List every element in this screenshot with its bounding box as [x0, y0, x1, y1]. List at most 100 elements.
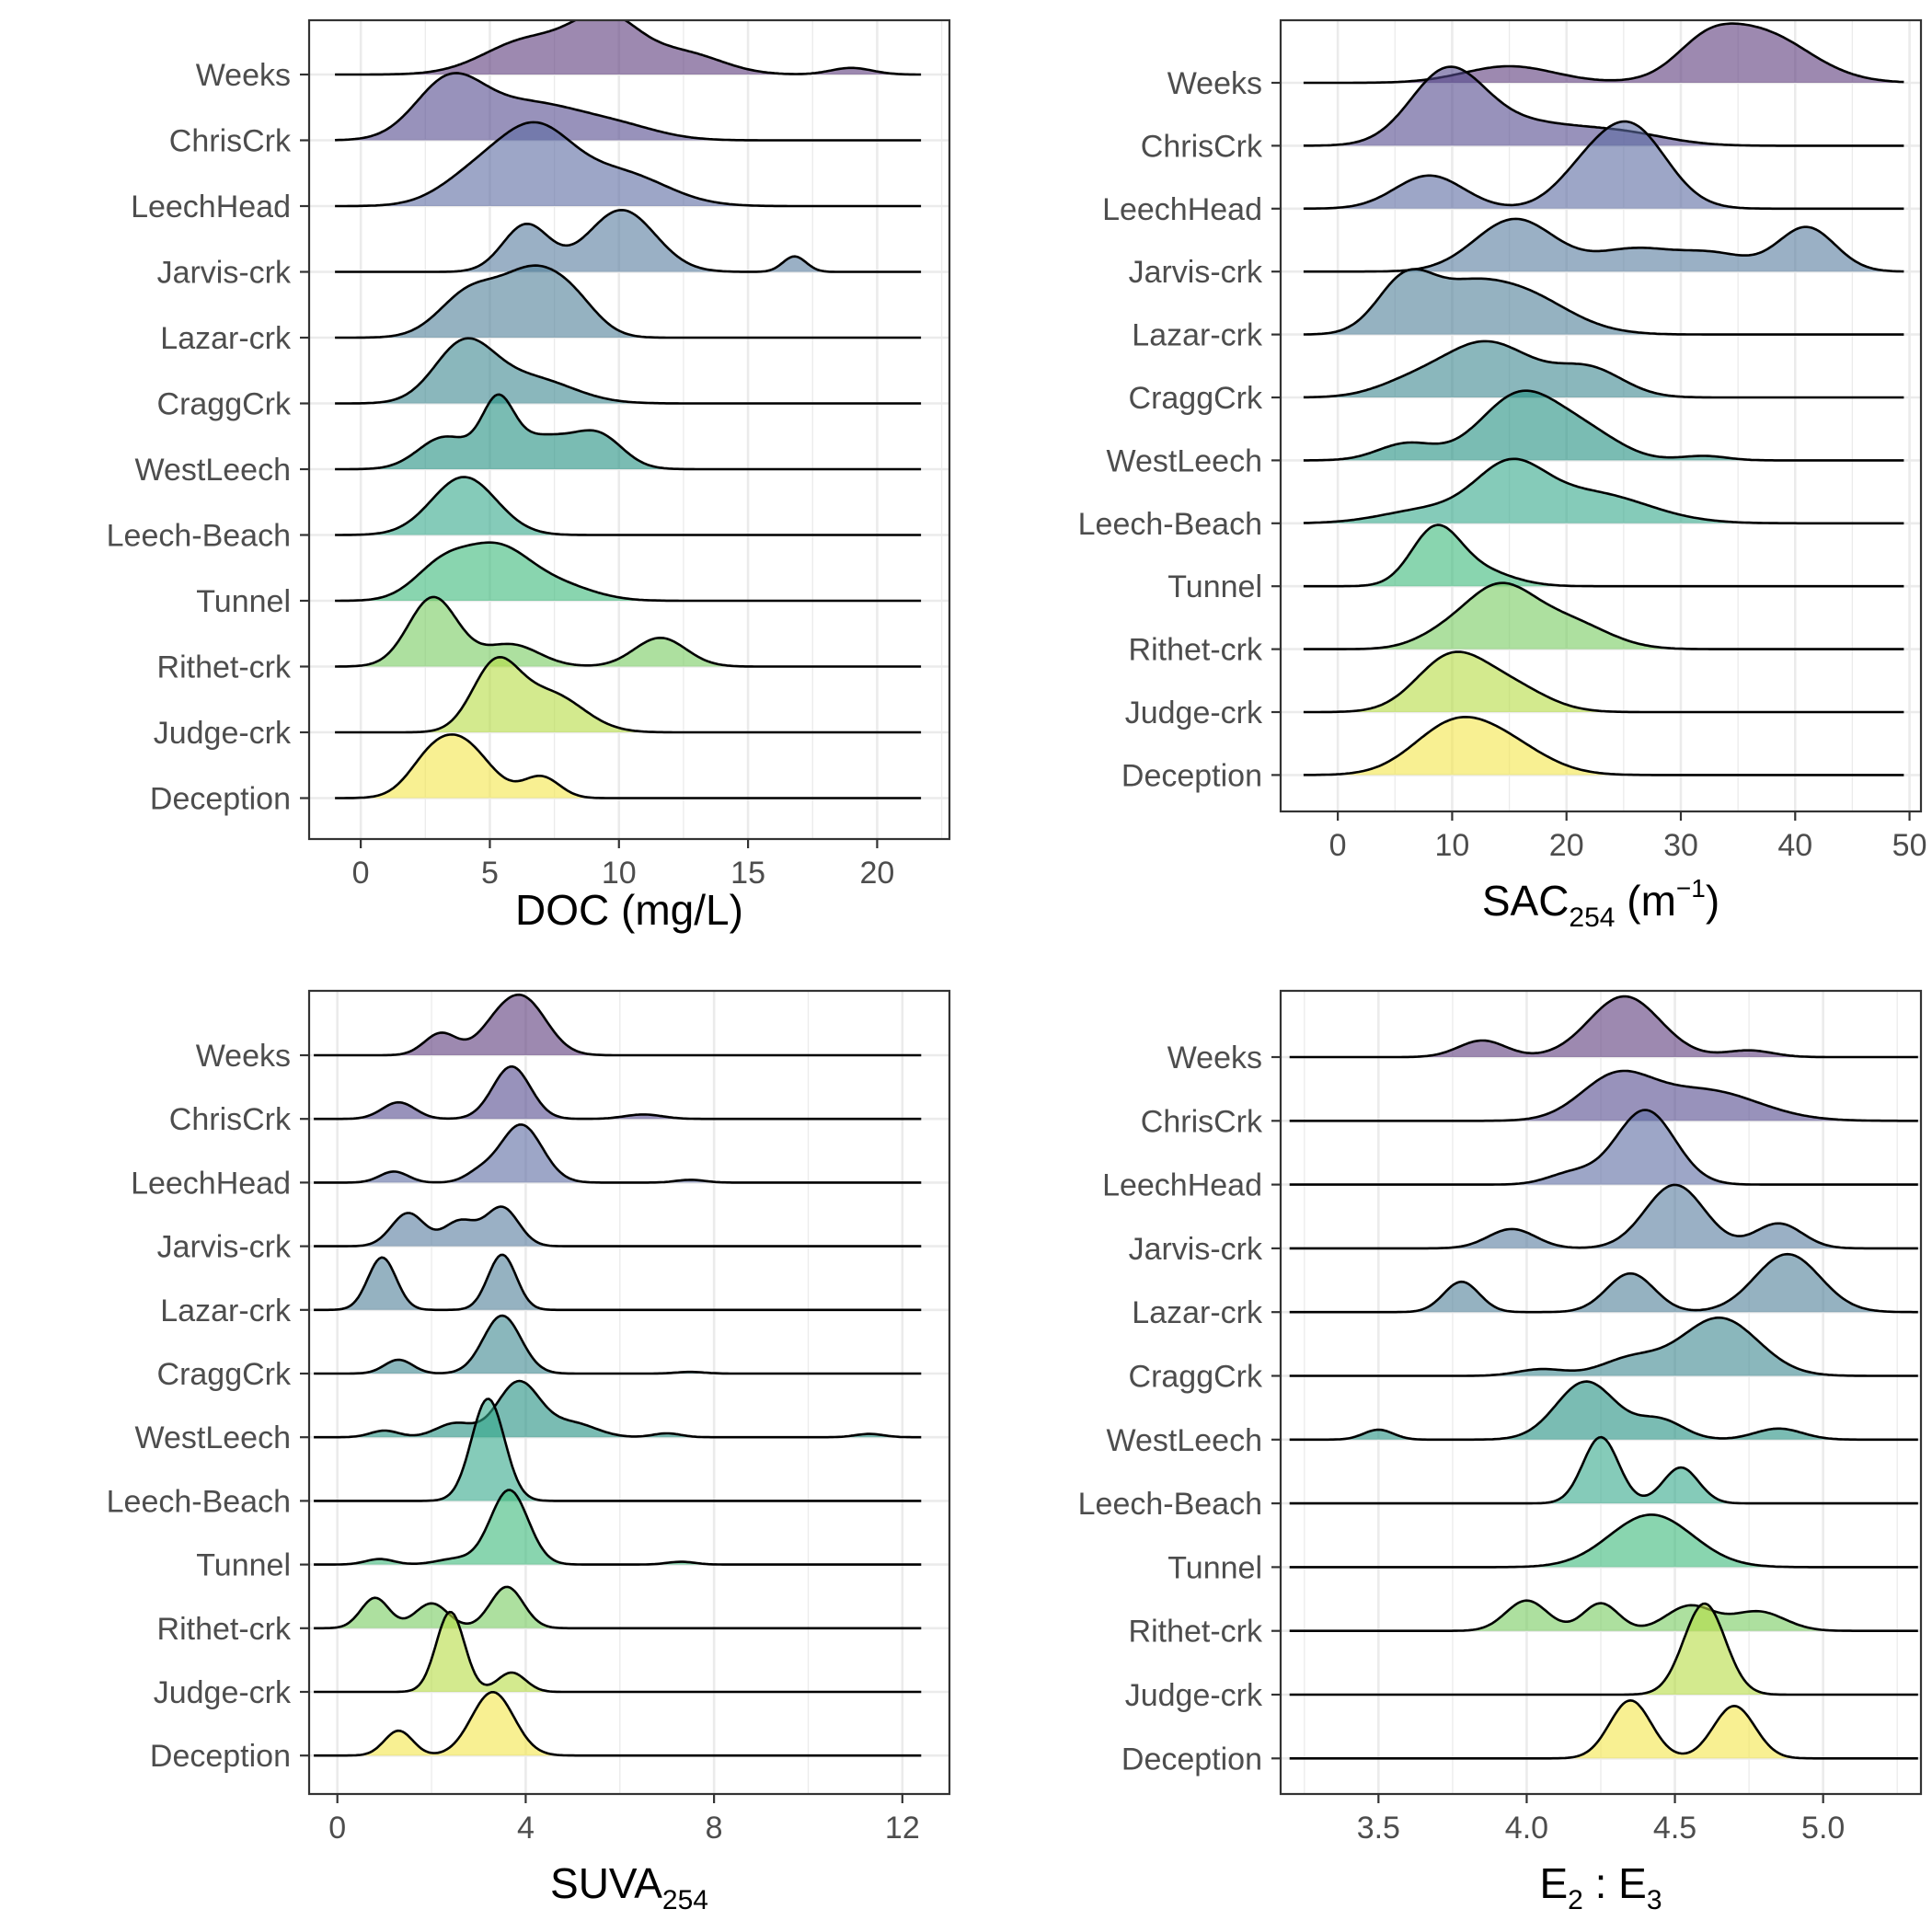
- x-tick-label: 5.0: [1801, 1811, 1845, 1846]
- y-tick-label: Tunnel: [1167, 1550, 1262, 1585]
- y-tick-label: Weeks: [196, 58, 291, 93]
- ridge-westleech: [335, 393, 922, 471]
- x-tick-label: 30: [1663, 828, 1698, 863]
- ridge-fill: [335, 394, 922, 469]
- ridge-fill: [335, 542, 922, 601]
- x-tick-label: 12: [885, 1811, 920, 1846]
- ridge-outline: [1303, 120, 1904, 211]
- x-tick-label: 5: [481, 856, 499, 891]
- ridge-jarvis-crk: [1303, 217, 1904, 273]
- y-tick-label: WestLeech: [1107, 443, 1262, 478]
- ridge-outline: [1289, 1513, 1918, 1569]
- y-tick-label: Rithet-crk: [1129, 633, 1263, 668]
- ridge-judge-crk: [335, 656, 922, 734]
- x-axis-title-main: SAC: [1482, 877, 1570, 925]
- ridge-outline: [1289, 1109, 1918, 1186]
- ridge-fill: [1303, 23, 1904, 84]
- ridge-outline: [1289, 995, 1918, 1059]
- ridge-fill: [1289, 1600, 1918, 1631]
- ridge-fill: [1303, 121, 1904, 209]
- ridge-fill: [314, 1692, 922, 1756]
- y-tick-label: Lazar-crk: [160, 321, 292, 356]
- x-tick-label: 15: [730, 856, 765, 891]
- ridge-outline: [1303, 22, 1904, 85]
- ridge-rithet-crk: [1289, 1599, 1918, 1632]
- y-tick-label: Weeks: [196, 1039, 291, 1074]
- ridge-tunnel: [1289, 1513, 1918, 1569]
- ridge-outline: [1303, 339, 1904, 399]
- y-tick-label: Leech-Beach: [1078, 1487, 1262, 1522]
- y-tick-label: Judge-crk: [1125, 1678, 1263, 1713]
- y-tick-label: WestLeech: [1107, 1423, 1262, 1458]
- x-tick-label: 4: [517, 1811, 535, 1846]
- y-tick-label: LeechHead: [1102, 192, 1262, 227]
- ridge-fill: [1303, 340, 1904, 397]
- ridge-chriscrk: [1289, 1069, 1918, 1122]
- e2e3-panel: Weeks ChrisCrk LeechHead Jarvis-crk Lazar-cr…: [1078, 989, 1923, 1915]
- ridge-outline: [314, 1123, 922, 1184]
- y-tick-label: Lazar-crk: [1132, 318, 1263, 353]
- x-axis-title-tail: : E: [1583, 1859, 1647, 1907]
- y-tick-label: Tunnel: [196, 584, 291, 619]
- x-axis-title-tail: (m: [1615, 877, 1675, 925]
- x-axis-title: DOC (mg/L): [515, 886, 743, 934]
- y-tick-label: Tunnel: [1167, 569, 1262, 604]
- ridge-tunnel: [314, 1489, 922, 1566]
- ridge-weeks: [1289, 995, 1918, 1059]
- y-tick-label: Judge-crk: [154, 716, 292, 751]
- ridge-chriscrk: [314, 1065, 922, 1121]
- panel-border: [1279, 989, 1923, 1796]
- ridge-fill: [335, 477, 922, 535]
- ridge-westleech: [1303, 389, 1904, 462]
- ridge-craggcrk: [335, 337, 922, 405]
- ridge-craggcrk: [314, 1314, 922, 1375]
- ridge-deception: [1303, 716, 1904, 776]
- y-tick-label: Rithet-crk: [157, 1612, 292, 1647]
- ridge-chriscrk: [1303, 65, 1904, 147]
- x-tick-label: 0: [328, 1811, 346, 1846]
- y-tick-label: Rithet-crk: [157, 650, 292, 685]
- ridge-outline: [335, 595, 922, 668]
- ridge-fill: [1289, 1317, 1918, 1376]
- x-tick-label: 20: [1549, 828, 1584, 863]
- ridge-outline: [335, 393, 922, 471]
- ridge-fill: [335, 121, 922, 206]
- y-tick-label: ChrisCrk: [1141, 1104, 1263, 1139]
- ridge-outline: [314, 1610, 922, 1694]
- ridge-fill: [1289, 996, 1918, 1057]
- y-tick-label: CraggCrk: [1129, 381, 1263, 416]
- ridge-rithet-crk: [1303, 581, 1904, 650]
- ridge-outline: [314, 993, 922, 1057]
- ridge-lazar-crk: [1289, 1252, 1918, 1314]
- x-axis-title-sub: 2: [1568, 1885, 1583, 1915]
- ridge-fill: [1289, 1254, 1918, 1313]
- y-tick-label: Deception: [150, 782, 291, 817]
- ridge-fill: [1303, 218, 1904, 272]
- ridge-fill: [1303, 66, 1904, 146]
- ridge-fill: [1289, 1437, 1918, 1504]
- y-tick-label: Lazar-crk: [1132, 1295, 1263, 1330]
- y-tick-label: CraggCrk: [157, 387, 292, 422]
- x-tick-label: 4.0: [1505, 1811, 1548, 1846]
- ridge-lazar-crk: [314, 1253, 922, 1312]
- ridge-fill: [314, 1586, 922, 1628]
- x-tick-label: 4.5: [1653, 1811, 1696, 1846]
- ridge-fill: [335, 265, 922, 338]
- y-tick-label: ChrisCrk: [1141, 129, 1263, 164]
- x-tick-label: 0: [352, 856, 370, 891]
- ridge-fill: [1303, 269, 1904, 335]
- ridge-fill: [335, 338, 922, 404]
- doc-panel: Weeks ChrisCrk LeechHead Jarvis-crk Lazar-cr…: [107, 18, 951, 934]
- ridge-outline: [1289, 1599, 1918, 1632]
- y-tick-label: Judge-crk: [1125, 696, 1263, 730]
- ridge-outline: [1303, 650, 1904, 714]
- x-tick-label: 10: [1435, 828, 1470, 863]
- y-tick-label: Jarvis-crk: [157, 1230, 292, 1265]
- ridge-outline: [314, 1253, 922, 1312]
- y-tick-label: LeechHead: [1102, 1168, 1262, 1203]
- y-tick-label: WestLeech: [135, 1420, 291, 1455]
- x-axis-title-sub2: 3: [1647, 1885, 1662, 1915]
- ridge-fill: [1289, 1184, 1918, 1248]
- ridge-fill: [314, 1254, 922, 1310]
- ridge-outline: [335, 337, 922, 405]
